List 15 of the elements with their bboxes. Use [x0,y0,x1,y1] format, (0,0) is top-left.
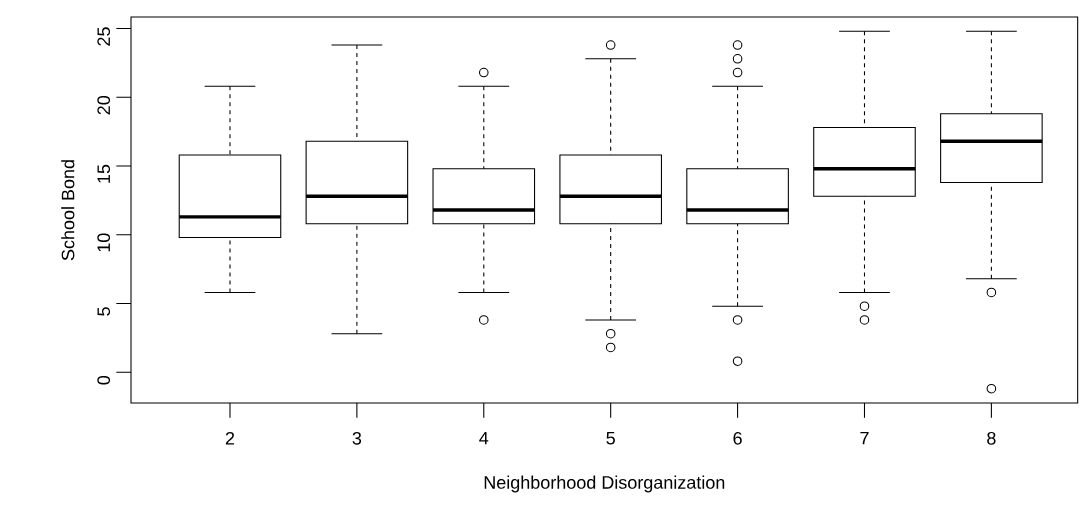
x-tick-label: 4 [479,431,489,445]
y-tick-label: 10 [97,233,111,252]
x-tick-label: 7 [860,431,869,445]
x-axis-title: Neighborhood Disorganization [484,475,725,493]
y-tick-label: 25 [97,27,111,46]
y-tick-label: 15 [97,164,111,183]
x-tick-label: 8 [987,431,996,445]
x-tick-label: 3 [352,431,362,445]
y-tick-label: 0 [97,375,111,385]
y-tick-label: 5 [97,307,111,316]
x-tick-label: 5 [606,431,615,445]
y-tick-label: 20 [97,95,111,115]
x-tick-label: 6 [733,431,742,445]
x-tick-label: 2 [225,431,235,445]
y-axis-title: School Bond [61,160,75,261]
